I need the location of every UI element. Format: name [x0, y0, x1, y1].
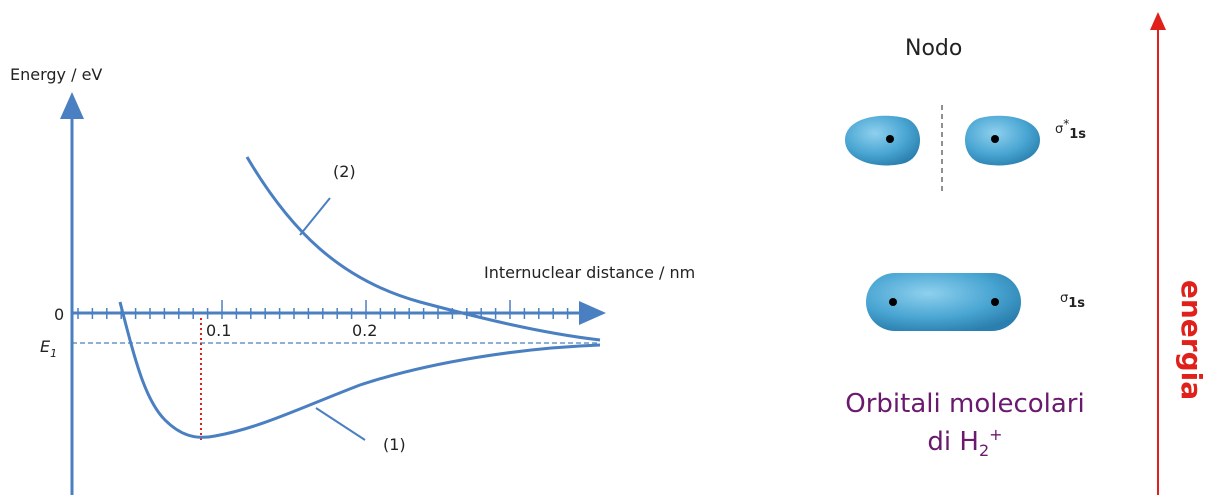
caption-line: di H2+ — [927, 425, 1002, 460]
antibonding-lobe — [845, 116, 920, 166]
x-tick-label: 0.2 — [352, 321, 377, 340]
nucleus — [889, 298, 897, 306]
curve-label: (1) — [383, 435, 406, 454]
bonding-label: σ1s — [1060, 291, 1085, 311]
energy-label: energia — [1175, 280, 1208, 400]
diagram: Energy / eV Internuclear distance / nm 0… — [0, 0, 1210, 503]
x-tick-label: 0.1 — [206, 321, 231, 340]
e1-sub: 1 — [50, 347, 57, 360]
nucleus — [886, 135, 894, 143]
y-axis-label: Energy / eV — [10, 65, 102, 84]
sigma: σ — [1060, 291, 1068, 306]
sigma: σ — [1055, 122, 1063, 137]
antibonding-label: σ*1s — [1055, 117, 1086, 142]
x-ticks — [78, 300, 582, 319]
nucleus — [991, 135, 999, 143]
node-label: Nodo — [905, 36, 962, 61]
caption-sub: 2 — [979, 441, 989, 460]
caption-sup: + — [989, 425, 1002, 444]
subscript: 1s — [1069, 127, 1086, 142]
caption-line: Orbitali molecolari — [845, 389, 1084, 419]
nucleus — [991, 298, 999, 306]
curve-label: (2) — [333, 162, 356, 181]
caption-main: di H — [927, 427, 979, 457]
energy-plot — [72, 95, 603, 495]
zero-label: 0 — [54, 305, 64, 324]
leader-2 — [300, 198, 330, 235]
e1-label: E1 — [40, 337, 57, 360]
subscript: 1s — [1068, 296, 1085, 311]
x-axis-label: Internuclear distance / nm — [484, 263, 695, 282]
leader-1 — [316, 408, 365, 440]
antibonding-lobe — [965, 116, 1040, 166]
